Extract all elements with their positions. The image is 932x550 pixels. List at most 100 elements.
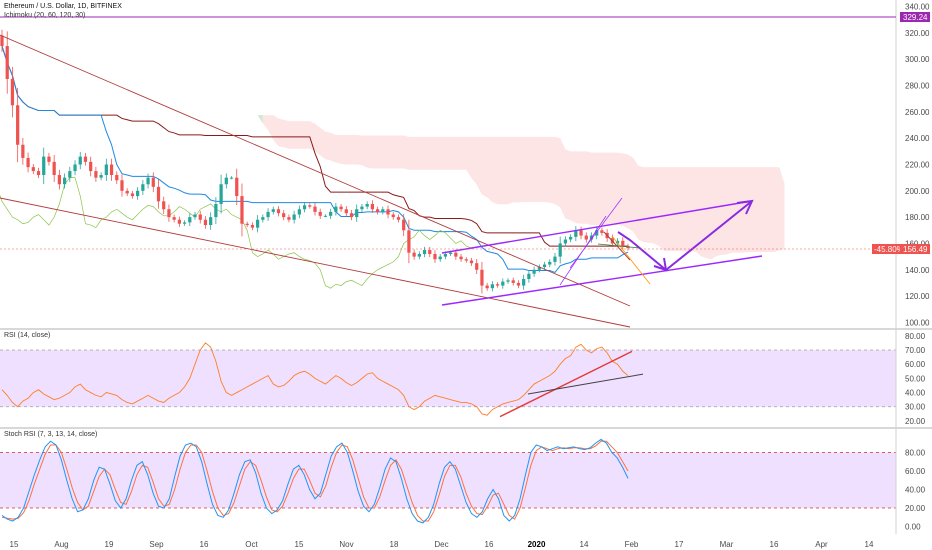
candle — [375, 209, 380, 212]
candle — [292, 214, 296, 220]
candle — [255, 219, 260, 228]
candle — [156, 186, 161, 202]
price-axis[interactable]: 100.00 120.00 140.00 160.00 180.00 200.00 220.… — [905, 3, 930, 328]
cloud-bearish — [262, 115, 785, 260]
stoch-tick-label: 0.00 — [905, 523, 921, 532]
rsi-trendline-black[interactable] — [527, 373, 644, 395]
candle — [250, 225, 255, 228]
candle — [271, 209, 275, 212]
candle — [31, 167, 35, 172]
indicator-title[interactable]: Ichimoku (20, 60, 120, 30) — [4, 12, 86, 19]
candle — [167, 209, 171, 218]
price-tick-label: 200.00 — [905, 187, 930, 196]
price-tick-label: 300.00 — [905, 55, 930, 64]
channel-support[interactable] — [441, 255, 763, 306]
candle — [282, 213, 286, 218]
channel-resistance[interactable] — [441, 200, 753, 254]
time-tick-label: 2020 — [528, 540, 546, 549]
time-axis[interactable]: 15 Aug 19 Sep 16 Oct 15 Nov 18 Dec 16 2020 14 Feb 17 Ma… — [10, 540, 874, 549]
candle — [490, 284, 494, 289]
price-tick-label: 140.00 — [905, 266, 930, 275]
candle — [579, 230, 583, 236]
candle — [83, 156, 88, 162]
time-tick-label: 19 — [105, 540, 114, 549]
candle — [553, 256, 557, 262]
candle — [568, 236, 573, 240]
time-tick-label: 16 — [200, 540, 209, 549]
symbol-title[interactable]: Ethereum / U.S. Dollar, 1D, BITFINEX — [4, 3, 122, 10]
candle — [136, 190, 140, 197]
candle — [313, 206, 317, 212]
candle — [621, 240, 625, 247]
candle — [0, 35, 4, 47]
candle — [475, 263, 479, 270]
rsi-axis[interactable]: 20.00 30.00 40.00 50.00 60.00 70.00 80.00 — [905, 332, 926, 426]
candle — [214, 203, 218, 218]
last-price-tag-bg — [900, 244, 930, 254]
price-tick-label: 180.00 — [905, 213, 930, 222]
candle — [615, 240, 620, 244]
candle — [584, 235, 588, 240]
candle — [162, 201, 166, 210]
support-line[interactable] — [597, 243, 641, 249]
time-tick-label: 15 — [10, 540, 19, 549]
candle — [402, 219, 406, 231]
stoch-axis[interactable]: 0.00 20.00 40.00 60.00 80.00 — [905, 448, 926, 531]
candle — [428, 250, 432, 254]
downtrend-line-upper[interactable] — [0, 34, 631, 307]
candle — [36, 171, 41, 176]
candle — [480, 269, 484, 286]
time-tick-label: 17 — [675, 540, 684, 549]
candle — [203, 219, 208, 226]
candle — [235, 177, 239, 197]
price-tick-label: 280.00 — [905, 82, 930, 91]
candle — [506, 280, 510, 282]
stoch-title[interactable]: Stoch RSI (7, 3, 13, 14, close) — [4, 431, 98, 438]
pullback-line[interactable] — [611, 235, 651, 285]
time-tick-label: 18 — [390, 540, 399, 549]
projection-path[interactable] — [617, 200, 753, 272]
candle — [574, 230, 578, 237]
rsi-band — [0, 350, 896, 407]
candle — [193, 214, 197, 218]
candle — [329, 211, 333, 216]
candle — [438, 256, 442, 260]
candle — [558, 243, 562, 257]
candle — [349, 213, 354, 218]
stoch-k-line — [1, 438, 629, 524]
ichimoku-cloud — [158, 46, 785, 260]
candle — [115, 175, 119, 181]
candle — [412, 252, 416, 257]
rsi-tick-label: 20.00 — [905, 417, 926, 426]
candle — [600, 230, 604, 233]
candle — [522, 278, 526, 286]
rising-wedge-upper[interactable] — [569, 197, 623, 269]
cloud-bullish — [158, 46, 263, 124]
candle — [182, 222, 187, 224]
rsi-trendline-red[interactable] — [499, 350, 633, 418]
candle — [224, 177, 228, 185]
rsi-tick-label: 60.00 — [905, 360, 926, 369]
tenkan-line — [1, 45, 629, 274]
resistance-tag: 329.24 — [903, 13, 928, 22]
rsi-tick-label: 70.00 — [905, 346, 926, 355]
time-tick-label: 16 — [770, 540, 779, 549]
candle — [548, 261, 552, 265]
stoch-band — [0, 452, 896, 509]
rsi-title[interactable]: RSI (14, close) — [4, 332, 51, 339]
rsi-line — [1, 342, 629, 416]
candle — [381, 209, 385, 212]
candle — [449, 252, 453, 254]
time-tick-label: Sep — [149, 540, 164, 549]
candle — [454, 252, 458, 257]
rsi-tick-label: 30.00 — [905, 403, 926, 412]
time-tick-label: Mar — [720, 540, 734, 549]
downtrend-line-lower[interactable] — [0, 197, 631, 328]
candle — [57, 175, 62, 185]
candle — [308, 205, 312, 207]
candle — [99, 175, 103, 178]
candle — [495, 284, 500, 286]
candle — [334, 206, 338, 212]
time-tick-label: Feb — [625, 540, 639, 549]
